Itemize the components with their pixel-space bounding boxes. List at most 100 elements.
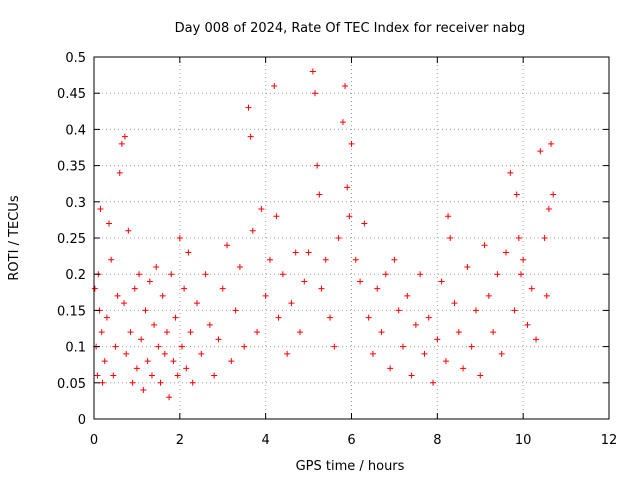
data-point — [472, 307, 479, 314]
data-point — [133, 365, 140, 372]
x-tick-label: 10 — [515, 433, 532, 448]
data-point — [490, 329, 497, 336]
data-point — [518, 271, 525, 278]
y-tick-label: 0 — [78, 413, 86, 428]
data-point — [232, 307, 239, 314]
data-point — [183, 365, 190, 372]
data-point — [455, 329, 462, 336]
data-point — [118, 140, 125, 147]
data-point — [116, 169, 123, 176]
data-point — [331, 343, 338, 350]
data-point — [110, 372, 117, 379]
data-point — [106, 220, 113, 227]
x-tick-label: 8 — [433, 433, 441, 448]
data-point — [395, 307, 402, 314]
data-point — [136, 271, 143, 278]
data-point — [266, 256, 273, 263]
data-point — [176, 235, 183, 241]
data-point — [520, 256, 527, 263]
data-point — [247, 133, 254, 140]
data-point — [387, 365, 394, 372]
chart-title: Day 008 of 2024, Rate Of TEC Index for r… — [175, 21, 526, 36]
data-point — [94, 372, 101, 379]
x-tick-label: 2 — [176, 433, 184, 448]
data-points — [91, 68, 557, 401]
data-point — [391, 256, 398, 263]
data-point — [498, 350, 505, 357]
data-point — [206, 321, 213, 328]
data-point — [245, 104, 252, 111]
data-point — [142, 307, 149, 314]
data-point — [157, 379, 164, 386]
y-tick-label: 0.35 — [57, 160, 86, 175]
data-point — [131, 285, 138, 292]
data-point — [103, 314, 110, 321]
data-point — [148, 372, 155, 379]
data-point — [524, 321, 531, 328]
data-point — [305, 249, 312, 256]
y-tick-label: 0.25 — [57, 232, 86, 247]
data-point — [140, 387, 147, 394]
data-point — [163, 329, 170, 336]
data-point — [138, 336, 145, 343]
data-point — [224, 242, 231, 249]
data-point — [178, 343, 185, 350]
data-point — [174, 372, 181, 379]
data-point — [430, 379, 437, 386]
data-point — [228, 358, 235, 365]
data-point — [361, 220, 368, 227]
data-point — [241, 343, 248, 350]
data-point — [172, 314, 179, 321]
data-point — [262, 292, 269, 299]
data-point — [185, 249, 192, 256]
data-point — [187, 329, 194, 336]
axis-ticks: 0 0.05 0.1 0.15 0.2 0.25 0.3 0.35 0.4 0.45 0.5 0 2 4 6… — [57, 51, 617, 448]
data-point — [301, 278, 308, 285]
data-point — [537, 148, 544, 155]
data-point — [161, 350, 168, 357]
data-point — [189, 379, 196, 386]
data-point — [447, 235, 454, 241]
y-tick-label: 0.2 — [65, 268, 86, 283]
y-tick-label: 0.45 — [57, 87, 86, 102]
data-point — [121, 300, 128, 307]
y-tick-label: 0.1 — [65, 341, 86, 356]
data-point — [155, 343, 162, 350]
data-point — [342, 82, 349, 89]
data-point — [108, 256, 115, 263]
y-axis-label: ROTI / TECUs — [7, 195, 22, 280]
data-point — [211, 372, 218, 379]
data-point — [144, 358, 151, 365]
data-point — [365, 314, 372, 321]
data-point — [468, 343, 475, 350]
data-point — [166, 394, 173, 401]
data-point — [533, 336, 540, 343]
data-point — [541, 235, 548, 241]
data-point — [460, 365, 467, 372]
data-point — [421, 350, 428, 357]
data-point — [528, 285, 535, 292]
data-point — [275, 314, 282, 321]
data-point — [507, 169, 514, 176]
data-point — [503, 249, 509, 256]
data-point — [91, 285, 98, 292]
x-tick-label: 0 — [90, 433, 98, 448]
data-point — [348, 140, 355, 147]
grid-lines — [94, 57, 609, 419]
data-point — [202, 271, 209, 278]
data-point — [344, 184, 351, 191]
x-tick-label: 12 — [601, 433, 618, 448]
data-point — [258, 206, 265, 213]
data-point — [170, 358, 177, 365]
data-point — [249, 227, 256, 234]
data-point — [481, 242, 488, 249]
data-point — [279, 271, 286, 278]
data-point — [322, 256, 329, 263]
y-tick-label: 0.4 — [65, 123, 86, 138]
data-point — [146, 278, 153, 285]
x-tick-label: 4 — [262, 433, 270, 448]
data-point — [98, 329, 105, 336]
data-point — [101, 358, 108, 365]
data-point — [400, 343, 406, 350]
